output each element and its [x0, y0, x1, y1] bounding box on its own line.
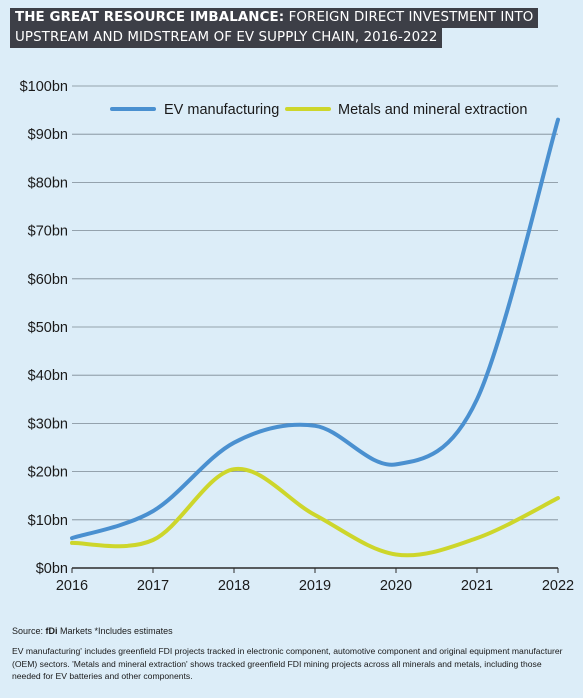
- y-tick-label: $70bn: [28, 224, 68, 240]
- x-tick-label: 2019: [299, 578, 331, 594]
- legend: EV manufacturing Metals and mineral extra…: [110, 102, 527, 118]
- x-axis-tick-labels: 2016 2017 2018 2019 2020 2021 2022: [56, 568, 574, 594]
- y-tick-label: $80bn: [28, 175, 68, 191]
- y-tick-label: $50bn: [28, 320, 68, 336]
- source-line: Source: fDi Markets *Includes estimates: [12, 626, 173, 636]
- y-tick-label: $0bn: [36, 561, 68, 577]
- footnote: EV manufacturing' includes greenfield FD…: [12, 646, 563, 682]
- y-tick-label: $20bn: [28, 465, 68, 481]
- y-tick-label: $100bn: [20, 79, 68, 95]
- title-line-1: THE GREAT RESOURCE IMBALANCE: FOREIGN DI…: [10, 8, 539, 28]
- x-tick-label: 2016: [56, 578, 88, 594]
- source-rest: Markets *Includes estimates: [57, 626, 173, 636]
- series-line-ev-manufacturing: [70, 117, 560, 541]
- chart-title: THE GREAT RESOURCE IMBALANCE: FOREIGN DI…: [10, 8, 539, 48]
- y-axis-tick-labels: $0bn $10bn $20bn $30bn $40bn $50bn $60bn $70bn $…: [20, 79, 68, 577]
- series-lines: [70, 117, 560, 558]
- x-tick-label: 2018: [218, 578, 250, 594]
- title-line-2: UPSTREAM AND MIDSTREAM OF EV SUPPLY CHAI…: [10, 28, 443, 48]
- y-tick-label: $60bn: [28, 272, 68, 288]
- legend-label: Metals and mineral extraction: [338, 102, 527, 118]
- series-line-metals-mineral-extraction: [70, 467, 560, 558]
- source-prefix: Source:: [12, 626, 46, 636]
- x-tick-label: 2020: [380, 578, 412, 594]
- title-bold: THE GREAT RESOURCE IMBALANCE:: [15, 10, 285, 25]
- legend-label: EV manufacturing: [164, 102, 279, 118]
- x-tick-label: 2022: [542, 578, 574, 594]
- y-tick-label: $30bn: [28, 416, 68, 432]
- y-tick-label: $90bn: [28, 127, 68, 143]
- line-chart: $0bn $10bn $20bn $30bn $40bn $50bn $60bn $70bn $…: [20, 79, 575, 594]
- title-rest: FOREIGN DIRECT INVESTMENT INTO: [288, 10, 534, 25]
- y-tick-label: $40bn: [28, 368, 68, 384]
- y-tick-label: $10bn: [28, 513, 68, 529]
- x-tick-label: 2017: [137, 578, 169, 594]
- source-brand: fDi: [45, 626, 58, 636]
- grid-lines: [72, 85, 558, 569]
- x-tick-label: 2021: [461, 578, 493, 594]
